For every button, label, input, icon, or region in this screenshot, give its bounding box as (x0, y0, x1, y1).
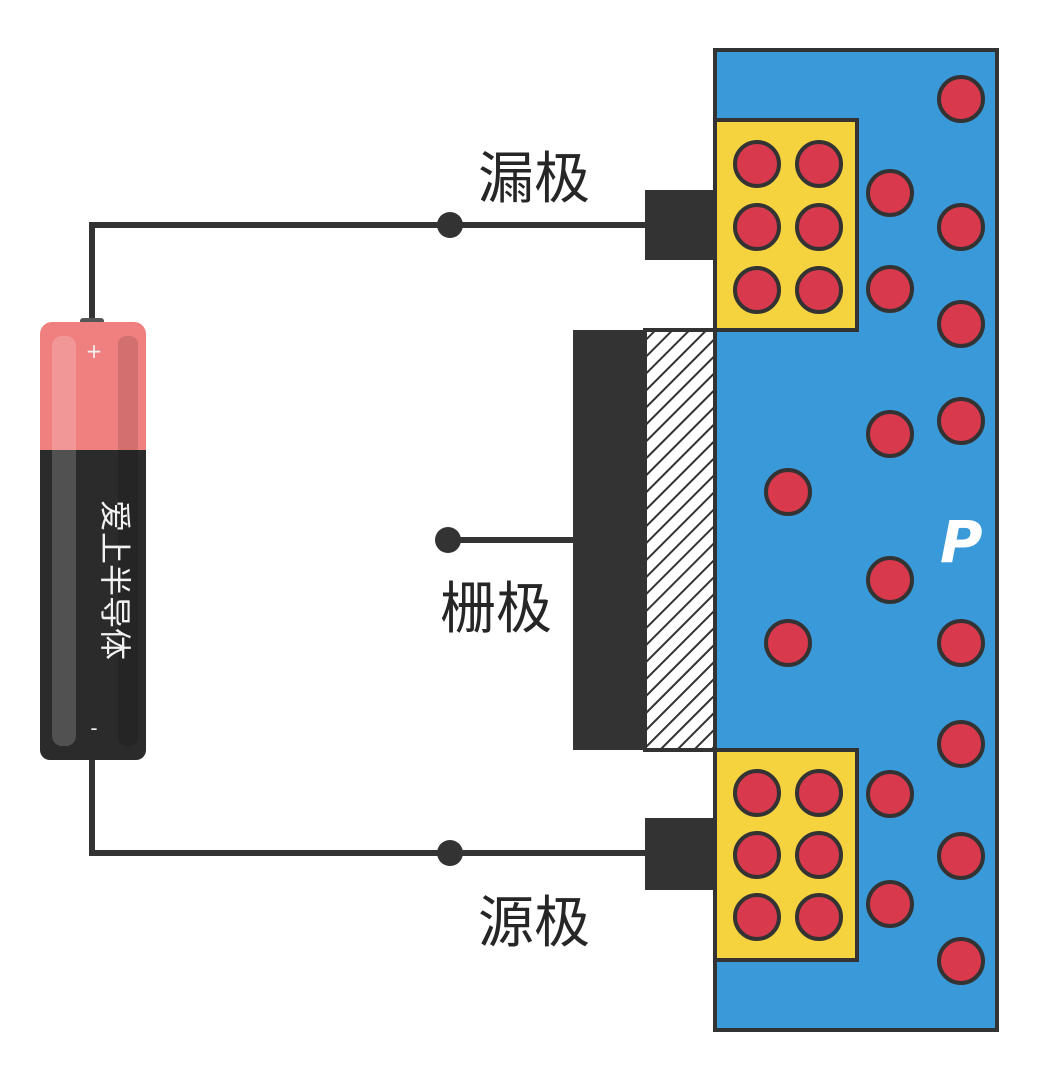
carrier-dot (937, 720, 985, 768)
carrier-dot (795, 769, 843, 817)
carrier-dot (937, 203, 985, 251)
carrier-dot (795, 140, 843, 188)
carrier-dot (866, 556, 914, 604)
carrier-dot (937, 832, 985, 880)
gate-label: 栅极 (440, 577, 552, 642)
battery-cap (40, 322, 146, 452)
circuit-wires (89, 212, 645, 866)
battery-brand-text: 爱上半导体 (96, 500, 134, 660)
carrier-dot (733, 893, 781, 941)
carrier-dot (733, 266, 781, 314)
drain-wire (89, 222, 645, 322)
carrier-dot (764, 468, 812, 516)
source-contact (645, 818, 717, 890)
drain-label: 漏极 (478, 147, 590, 212)
carrier-dot (937, 619, 985, 667)
source-label: 源极 (478, 891, 590, 956)
source-terminal-dot (437, 840, 463, 866)
carrier-dot (937, 397, 985, 445)
carrier-dot (937, 300, 985, 348)
gate-metal (573, 330, 645, 750)
battery-plus-sign: + (86, 339, 103, 363)
drain-terminal-dot (437, 212, 463, 238)
source-wire (89, 760, 645, 856)
gate-terminal-dot (435, 527, 461, 553)
battery: + - 爱上半导体 (40, 318, 146, 760)
carrier-dot (937, 75, 985, 123)
carrier-dot (866, 265, 914, 313)
carrier-dot (866, 770, 914, 818)
carrier-dot (866, 169, 914, 217)
carrier-dot (733, 140, 781, 188)
carrier-dot (764, 619, 812, 667)
carriers (733, 75, 985, 985)
carrier-dot (866, 880, 914, 928)
carrier-dot (937, 937, 985, 985)
carrier-dot (733, 203, 781, 251)
battery-body (40, 450, 146, 760)
carrier-dot (866, 410, 914, 458)
battery-minus-sign: - (90, 716, 97, 740)
carrier-dot (795, 831, 843, 879)
carrier-dot (733, 831, 781, 879)
carrier-dot (795, 893, 843, 941)
p-region-label: P (940, 508, 983, 576)
carrier-dot (733, 769, 781, 817)
carrier-dot (795, 203, 843, 251)
carrier-dot (795, 266, 843, 314)
gate-oxide (643, 328, 717, 752)
drain-contact (645, 190, 717, 260)
